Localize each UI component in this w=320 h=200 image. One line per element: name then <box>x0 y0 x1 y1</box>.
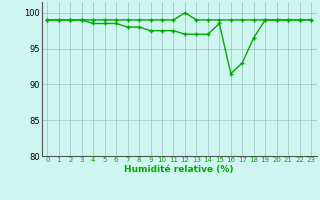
X-axis label: Humidité relative (%): Humidité relative (%) <box>124 165 234 174</box>
